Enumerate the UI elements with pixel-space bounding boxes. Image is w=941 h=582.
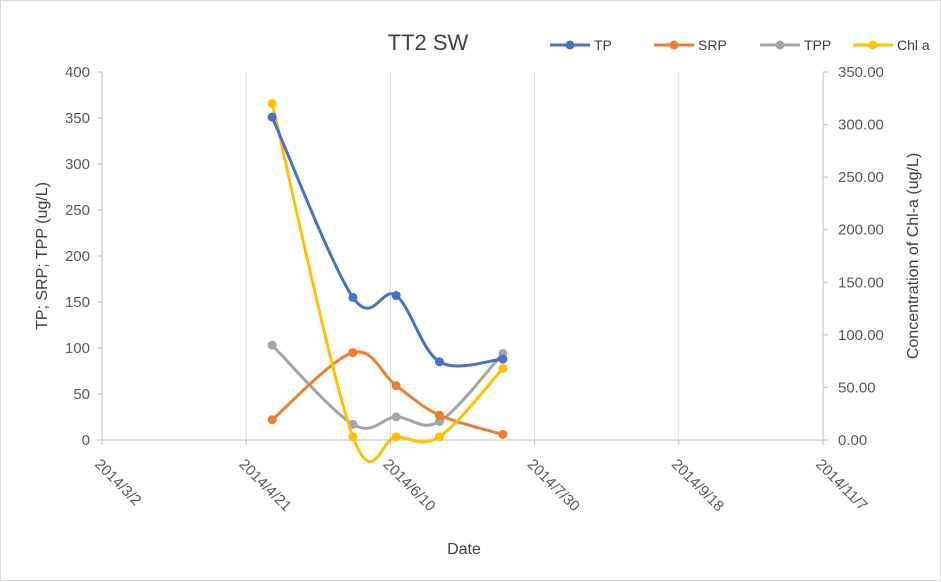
y-tick-label: 300 [65, 156, 90, 173]
series-line-chl-a [270, 102, 505, 463]
data-point-tp [391, 291, 401, 301]
data-point-chl-a [348, 432, 358, 442]
data-point-chl-a [267, 99, 277, 109]
data-point-srp [391, 381, 401, 391]
y2-axis-label: Concentration of Chl-a (ug/L) [905, 153, 922, 359]
data-point-srp [267, 415, 277, 425]
chart-title: TT2 SW [388, 30, 469, 55]
x-axis-ticks: 2014/3/2 2014/4/21 2014/6/10 2014/7/30 2014/… [91, 440, 871, 515]
legend-marker-tp [565, 40, 575, 50]
y2-tick-label: 50.00 [838, 379, 876, 396]
axes [101, 72, 824, 441]
y-tick-label: 250 [65, 202, 90, 219]
y2-tick-label: 0.00 [838, 432, 867, 449]
data-point-tp [434, 357, 444, 367]
legend-label-chl-a: Chl a [897, 37, 930, 53]
legend-label-srp: SRP [698, 37, 727, 53]
data-point-srp [498, 429, 508, 439]
x-tick-label: 2014/6/10 [380, 456, 439, 515]
y2-tick-label: 350.00 [838, 64, 884, 81]
y-tick-label: 400 [65, 64, 90, 81]
legend-label-tpp: TPP [804, 37, 831, 53]
y2-tick-label: 100.00 [838, 327, 884, 344]
x-tick-label: 2014/4/21 [235, 456, 294, 515]
data-point-tp [348, 292, 358, 302]
x-axis-label: Date [447, 541, 481, 558]
y-tick-label: 150 [65, 294, 90, 311]
y-tick-label: 350 [65, 110, 90, 127]
series-line-tp [270, 115, 505, 368]
x-tick-label: 2014/7/30 [524, 456, 583, 515]
y-tick-label: 100 [65, 340, 90, 357]
x-tick-label: 2014/9/18 [668, 456, 727, 515]
data-point-chl-a [434, 432, 444, 442]
data-point-tpp [267, 340, 277, 350]
data-point-srp [348, 348, 358, 358]
data-point-tp [267, 112, 277, 122]
legend-marker-tpp [775, 40, 785, 50]
data-point-chl-a [391, 432, 401, 442]
data-point-tpp [434, 417, 444, 427]
y2-tick-label: 300.00 [838, 117, 884, 134]
right-axis-ticks: 0.00 50.00 100.00 150.00 200.00 250.00 300.00 3… [823, 64, 884, 449]
y2-tick-label: 200.00 [838, 222, 884, 239]
left-axis-ticks: 0 50 100 150 200 250 300 350 400 [65, 64, 102, 449]
series-layer [267, 99, 508, 463]
data-point-tp [498, 354, 508, 364]
data-point-chl-a [498, 364, 508, 374]
x-tick-label: 2014/11/7 [812, 456, 870, 514]
y2-tick-label: 150.00 [838, 274, 884, 291]
data-point-srp [434, 410, 444, 420]
y-axis-label: TP; SRP; TPP (ug/L) [34, 182, 51, 330]
x-tick-label: 2014/3/2 [91, 456, 144, 509]
legend: TP SRP TPP Chl a [550, 37, 930, 53]
legend-marker-srp [669, 40, 679, 50]
y2-tick-label: 250.00 [838, 169, 884, 186]
y-tick-label: 200 [65, 248, 90, 265]
y-tick-label: 50 [73, 386, 90, 403]
legend-label-tp: TP [594, 37, 612, 53]
legend-marker-chl-a [868, 40, 878, 50]
y-tick-label: 0 [82, 432, 90, 449]
data-point-tpp [391, 412, 401, 422]
